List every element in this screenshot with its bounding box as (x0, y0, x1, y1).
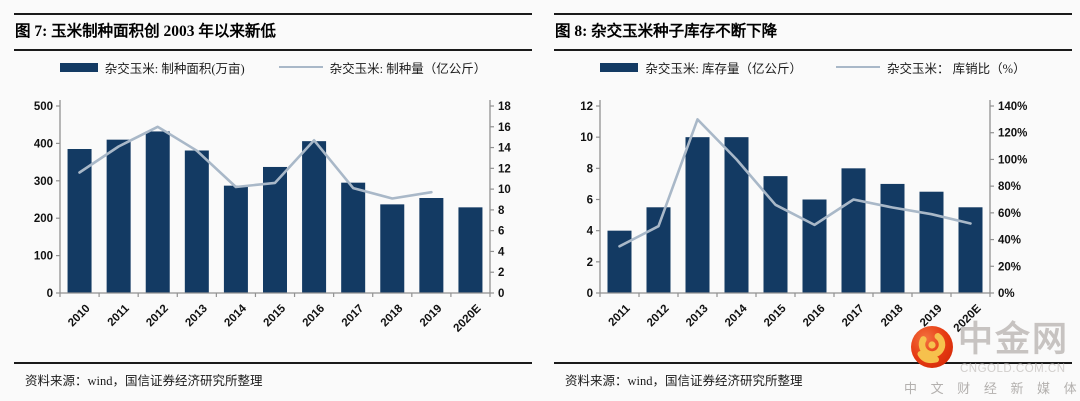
svg-text:0: 0 (587, 288, 593, 300)
divider (554, 362, 1072, 364)
bar-swatch-icon (59, 62, 98, 72)
svg-text:2011: 2011 (106, 302, 133, 329)
svg-text:4: 4 (498, 246, 505, 258)
svg-text:80%: 80% (998, 181, 1021, 193)
figure-7-chart: 0 100 200 300 400 500 0 2 4 6 8 10 12 14 16 18 2010 2011 2… (34, 100, 511, 335)
svg-text:2015: 2015 (762, 302, 789, 329)
figure-8-source: 资料来源：wind，国信证券经济研究所整理 (565, 374, 803, 388)
svg-text:120%: 120% (998, 128, 1027, 140)
legend-item-bar: 杂交玉米: 制种面积(万亩) (59, 58, 245, 77)
svg-text:2017: 2017 (340, 303, 367, 330)
svg-text:4: 4 (587, 226, 594, 238)
svg-text:2013: 2013 (684, 303, 711, 330)
svg-text:0%: 0% (998, 288, 1015, 300)
figure-8-title: 图 8: 杂交玉米种子库存不断下降 (555, 23, 778, 40)
figure-7-legend: 杂交玉米: 制种面积(万亩) 杂交玉米: 制种量（亿公斤） (14, 57, 532, 77)
svg-text:10: 10 (580, 132, 593, 144)
legend-label: 杂交玉米: 库存量（亿公斤） (645, 61, 803, 76)
svg-text:60%: 60% (998, 208, 1021, 220)
svg-text:8: 8 (498, 205, 505, 217)
figure-7-source: 资料来源：wind，国信证券经济研究所整理 (25, 374, 263, 388)
divider (14, 49, 532, 51)
svg-text:2012: 2012 (144, 303, 171, 330)
divider (14, 13, 532, 15)
svg-text:2: 2 (587, 257, 593, 269)
cngold-logo: 中金网 CNGOLD.COM.CN 中 文 财 经 新 媒 体 (902, 320, 1080, 399)
svg-text:140%: 140% (998, 101, 1027, 113)
cngold-logo-name: 中金网 (958, 320, 1070, 359)
bar-swatch-icon (600, 62, 639, 72)
svg-text:2015: 2015 (262, 302, 289, 329)
legend-item-line: 杂交玉米： 库销比（%） (836, 58, 1026, 77)
svg-text:300: 300 (34, 176, 53, 188)
svg-text:18: 18 (498, 101, 511, 113)
svg-text:6: 6 (587, 195, 593, 207)
legend-label: 杂交玉米: 制种量（亿公斤） (329, 61, 487, 76)
figure-8-panel: 图 8: 杂交玉米种子库存不断下降 杂交玉米: 库存量（亿公斤） 杂交玉米： 库… (540, 0, 1080, 401)
svg-text:16: 16 (498, 122, 511, 134)
svg-text:6: 6 (498, 226, 504, 238)
svg-text:8: 8 (587, 163, 594, 175)
svg-text:400: 400 (34, 138, 53, 150)
svg-text:2020E: 2020E (452, 302, 484, 334)
cngold-logo-icon (911, 326, 953, 368)
cngold-logo-tagline: 中 文 财 经 新 媒 体 (904, 381, 1080, 396)
line-swatch-icon (278, 65, 323, 69)
svg-text:0: 0 (498, 288, 504, 300)
svg-text:2016: 2016 (801, 303, 828, 330)
svg-text:20%: 20% (998, 261, 1021, 273)
svg-text:2: 2 (498, 267, 504, 279)
cngold-logo-domain: CNGOLD.COM.CN (960, 363, 1066, 375)
svg-text:2014: 2014 (222, 302, 249, 329)
figure-7-panel: 图 7: 玉米制种面积创 2003 年以来新低 杂交玉米: 制种面积(万亩) 杂… (14, 13, 532, 388)
svg-text:2014: 2014 (723, 302, 750, 329)
legend-item-line: 杂交玉米: 制种量（亿公斤） (278, 58, 487, 77)
svg-text:12: 12 (580, 101, 593, 113)
svg-text:2011: 2011 (606, 302, 633, 329)
legend-label: 杂交玉米: 制种面积(万亩) (104, 61, 245, 76)
divider (554, 13, 1072, 15)
svg-text:200: 200 (34, 213, 53, 225)
svg-text:10: 10 (498, 184, 511, 196)
figure-8-legend: 杂交玉米: 库存量（亿公斤） 杂交玉米： 库销比（%） (554, 57, 1072, 77)
line-swatch-icon (836, 65, 881, 69)
figure-7-title: 图 7: 玉米制种面积创 2003 年以来新低 (15, 23, 276, 40)
divider (14, 362, 532, 364)
svg-text:2019: 2019 (418, 303, 445, 330)
svg-text:2018: 2018 (379, 302, 406, 329)
svg-text:2017: 2017 (840, 303, 867, 330)
divider (554, 49, 1072, 51)
svg-text:2012: 2012 (645, 303, 672, 330)
svg-text:12: 12 (498, 163, 511, 175)
svg-text:0: 0 (47, 288, 53, 300)
svg-text:100%: 100% (998, 154, 1027, 166)
svg-text:2016: 2016 (301, 303, 328, 330)
svg-text:2010: 2010 (66, 303, 93, 330)
legend-item-bar: 杂交玉米: 库存量（亿公斤） (600, 58, 802, 77)
svg-text:500: 500 (34, 101, 53, 113)
svg-text:40%: 40% (998, 235, 1021, 247)
legend-label: 杂交玉米： 库销比（%） (887, 61, 1026, 76)
svg-text:100: 100 (34, 251, 53, 263)
svg-text:14: 14 (498, 143, 511, 155)
svg-text:2013: 2013 (183, 303, 210, 330)
